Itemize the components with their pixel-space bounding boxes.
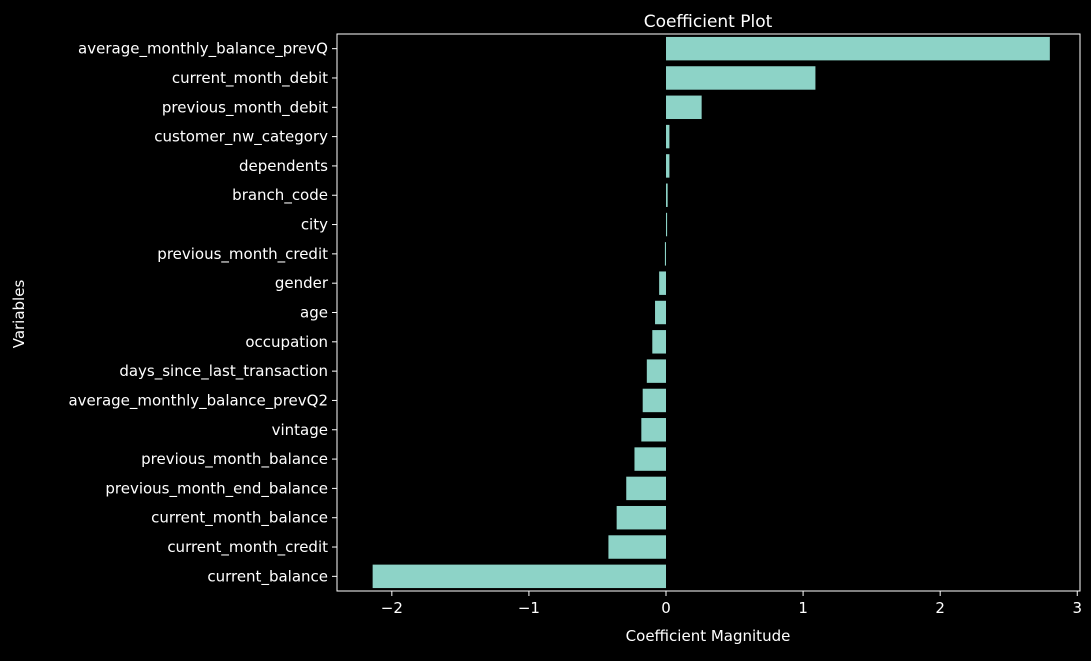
bar-previous-month-credit [664,242,667,266]
x-tick-label: 2 [935,599,945,617]
y-tick-label-current-month-balance: current_month_balance [151,509,328,528]
bar-days-since-last-transaction [646,359,667,383]
y-tick-label-city: city [301,216,328,234]
y-tick-label-dependents: dependents [239,157,328,175]
plot-frame [336,33,1081,592]
y-tick-label-current-month-debit: current_month_debit [172,69,328,88]
y-tick-label-age: age [300,304,328,322]
bar-previous-month-end-balance [626,476,667,501]
y-tick-label-previous-month-balance: previous_month_balance [141,450,328,469]
y-axis-label: Variables [10,280,28,349]
bar-vintage [641,418,667,442]
x-tick-label: −2 [381,599,403,617]
bar-city [666,212,668,237]
bar-gender [659,271,667,295]
bar-average-monthly-balance-prevQ2 [642,388,667,413]
x-tick-label: 1 [798,599,808,617]
y-tick-label-average-monthly-balance-prevQ2: average_monthly_balance_prevQ2 [68,391,328,410]
y-tick-label-occupation: occupation [245,333,328,351]
y-tick-label-current-balance: current_balance [207,567,328,586]
axes-layer: average_monthly_balance_prevQ current_mon… [68,33,1082,617]
bar-occupation [652,330,667,354]
y-tick-label-average-monthly-balance-prevQ: average_monthly_balance_prevQ [78,40,328,59]
bar-current-month-debit [666,66,816,90]
bar-branch-code [666,183,668,207]
bar-current-month-balance [616,505,667,530]
y-tick-label-previous-month-credit: previous_month_credit [157,245,328,264]
bar-age [655,300,667,325]
y-tick-label-branch-code: branch_code [232,186,328,205]
x-axis-label: Coefficient Magnitude [626,627,791,645]
y-tick-label-previous-month-end-balance: previous_month_end_balance [105,479,328,498]
bar-dependents [666,154,670,178]
bar-previous-month-debit [666,95,702,120]
bar-current-month-credit [608,535,667,559]
bar-previous-month-balance [634,447,667,471]
y-tick-label-days-since-last-transaction: days_since_last_transaction [119,362,328,381]
y-tick-label-current-month-credit: current_month_credit [167,538,328,557]
chart-title: Coefficient Plot [644,12,773,32]
x-tick-label: −1 [518,599,540,617]
y-tick-label-customer-nw-category: customer_nw_category [154,128,328,147]
x-tick-label: 3 [1072,599,1082,617]
bar-current-balance [372,564,667,589]
y-tick-label-gender: gender [275,274,329,292]
x-tick-label: 0 [661,599,671,617]
bars-layer [372,36,1050,589]
bar-customer-nw-category [666,124,670,149]
y-tick-label-vintage: vintage [272,421,328,439]
y-tick-label-previous-month-debit: previous_month_debit [162,98,328,117]
bar-average-monthly-balance-prevQ [666,36,1050,61]
